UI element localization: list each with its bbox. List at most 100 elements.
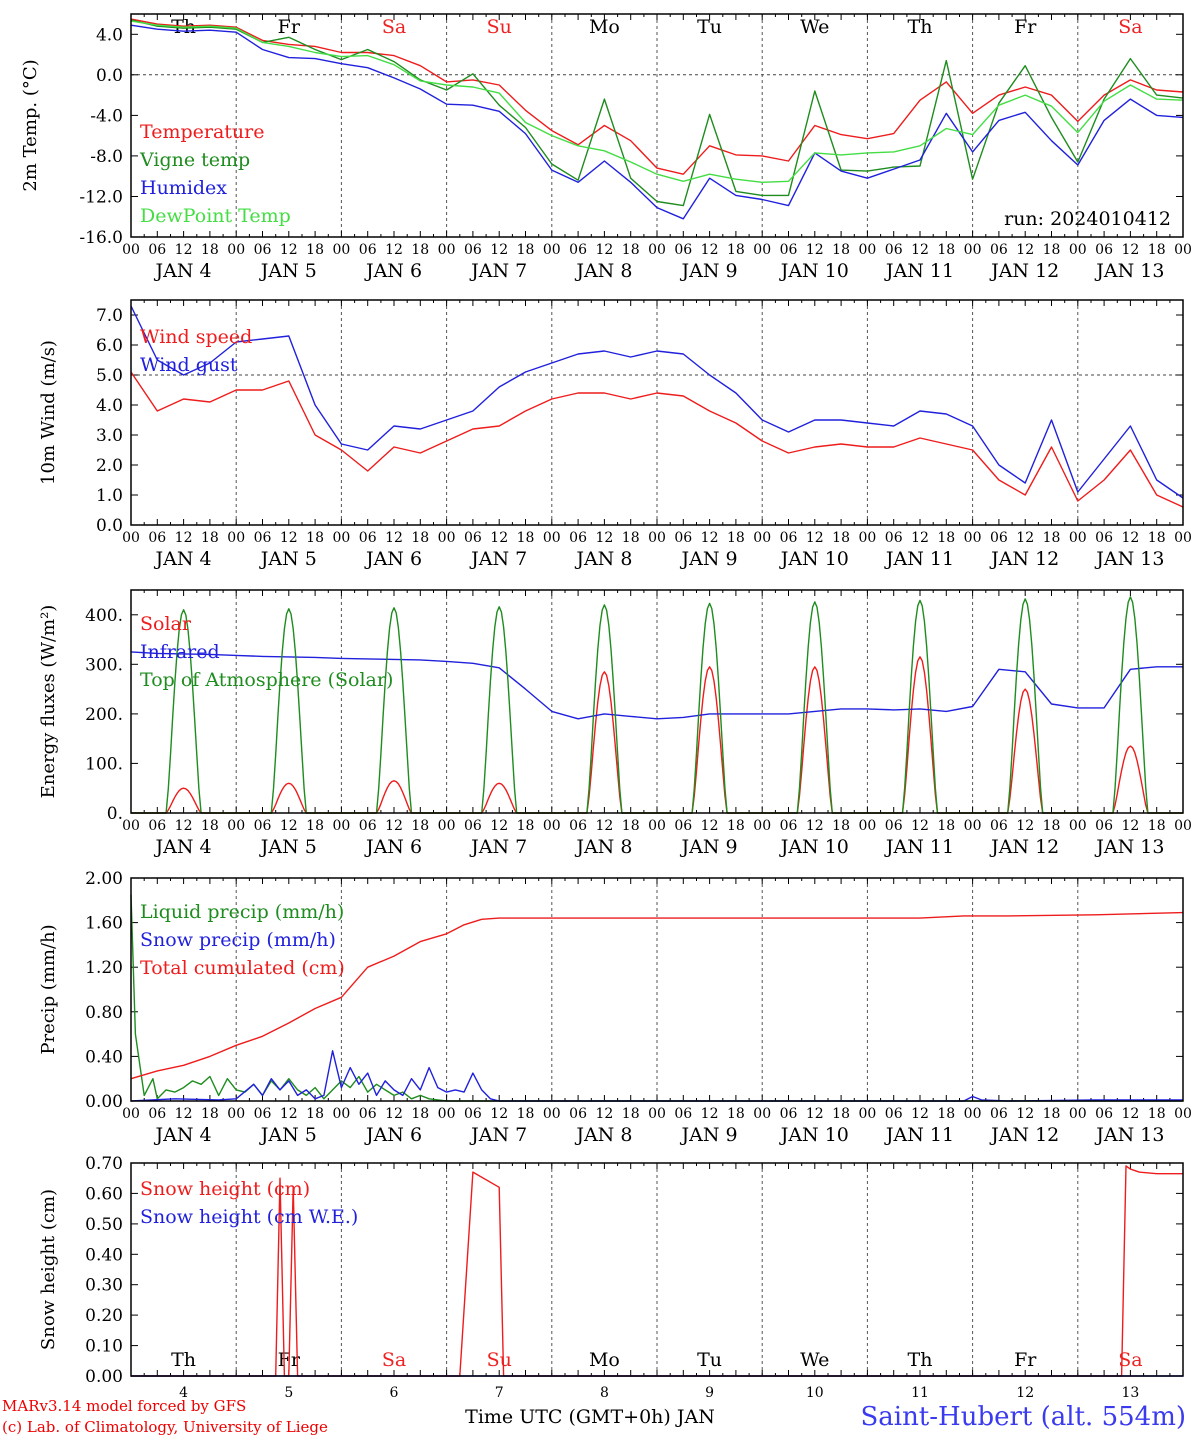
hour-tick-label: 00 — [332, 818, 350, 834]
y-tick-label: 100. — [85, 754, 123, 774]
hour-tick-label: 06 — [359, 242, 377, 258]
hour-tick-label: 18 — [1148, 818, 1166, 834]
hour-tick-label: 18 — [727, 242, 745, 258]
hour-tick-label: 12 — [911, 818, 929, 834]
y-tick-label: 0.30 — [85, 1276, 123, 1296]
hour-tick-label: 06 — [1095, 530, 1113, 546]
hour-tick-label: 00 — [438, 818, 456, 834]
hour-tick-label: 06 — [990, 1106, 1008, 1122]
series-line-vigne-temp — [130, 19, 1184, 207]
date-label: JAN 7 — [469, 260, 527, 282]
hour-tick-label: 12 — [701, 818, 719, 834]
hour-tick-label: 18 — [937, 818, 955, 834]
hour-tick-label: 00 — [858, 242, 876, 258]
date-label: JAN 4 — [154, 260, 212, 282]
hour-tick-label: 00 — [964, 818, 982, 834]
hour-tick-label: 06 — [885, 530, 903, 546]
hour-tick-label: 18 — [832, 530, 850, 546]
hour-tick-label: 18 — [937, 530, 955, 546]
hour-tick-label: 00 — [1069, 818, 1087, 834]
series-line-total-cumulated-cm- — [130, 911, 1184, 1080]
hour-tick-label: 12 — [490, 242, 508, 258]
hour-tick-label: 00 — [332, 1106, 350, 1122]
date-label: JAN 9 — [680, 836, 738, 858]
hour-tick-label: 06 — [674, 530, 692, 546]
date-label: JAN 13 — [1094, 836, 1164, 858]
y-tick-label: 1.0 — [96, 486, 123, 506]
hour-tick-label: 06 — [148, 1106, 166, 1122]
weekday-label: Sa — [1118, 1349, 1142, 1371]
y-tick-label: 400. — [85, 606, 123, 626]
hour-tick-label: 00 — [438, 530, 456, 546]
legend-entry: Snow height (cm) — [140, 1178, 310, 1200]
hour-tick-label: 12 — [490, 530, 508, 546]
run-annotation: run: 2024010412 — [1004, 208, 1171, 230]
hour-tick-label: 00 — [227, 818, 245, 834]
hour-tick-label: 06 — [254, 1106, 272, 1122]
weekday-label: Sa — [382, 16, 406, 38]
hour-tick-label: 06 — [464, 1106, 482, 1122]
hour-tick-label: 06 — [674, 818, 692, 834]
hour-tick-label: 06 — [148, 818, 166, 834]
y-axis-title: Energy fluxes (W/m²) — [38, 605, 59, 799]
date-label: JAN 8 — [574, 1124, 632, 1146]
hour-tick-label: 00 — [964, 242, 982, 258]
hour-tick-label: 12 — [911, 1106, 929, 1122]
hour-tick-label: 18 — [306, 242, 324, 258]
weekday-label: Fr — [1014, 16, 1037, 38]
date-label: JAN 12 — [989, 1124, 1059, 1146]
hour-tick-label: 00 — [753, 242, 771, 258]
hour-tick-label: 06 — [1095, 1106, 1113, 1122]
hour-tick-label: 06 — [464, 818, 482, 834]
hour-tick-label: 00 — [543, 242, 561, 258]
weekday-label: Mo — [589, 1349, 620, 1371]
legend-entry: Humidex — [140, 177, 227, 199]
hour-tick-label: 06 — [1095, 818, 1113, 834]
hour-tick-label: 06 — [569, 818, 587, 834]
hour-tick-label: 06 — [359, 530, 377, 546]
hour-tick-label: 06 — [780, 818, 798, 834]
legend-entry: Wind speed — [140, 326, 252, 348]
date-label: JAN 11 — [884, 1124, 954, 1146]
hour-tick-label: 18 — [306, 1106, 324, 1122]
hour-tick-label: 06 — [990, 242, 1008, 258]
hour-tick-label: 18 — [622, 1106, 640, 1122]
legend-entry: Total cumulated (cm) — [140, 957, 345, 979]
y-tick-label: 1.20 — [85, 958, 123, 978]
hour-tick-label: 18 — [1043, 530, 1061, 546]
hour-tick-label: 18 — [517, 1106, 535, 1122]
hour-tick-label: 18 — [411, 530, 429, 546]
hour-tick-label: 12 — [1121, 530, 1139, 546]
hour-tick-label: 06 — [780, 530, 798, 546]
hour-tick-label: 12 — [595, 818, 613, 834]
legend-entry: Liquid precip (mm/h) — [140, 901, 344, 923]
hour-tick-label: 00 — [648, 530, 666, 546]
weekday-label: Th — [908, 1349, 933, 1371]
y-tick-label: 4.0 — [96, 25, 123, 45]
y-tick-label: 0.40 — [85, 1245, 123, 1265]
hour-tick-label: 06 — [254, 242, 272, 258]
hour-tick-label: 18 — [201, 242, 219, 258]
hour-tick-label: 00 — [964, 1106, 982, 1122]
y-tick-label: 300. — [85, 655, 123, 675]
hour-tick-label: 12 — [911, 242, 929, 258]
y-tick-label: 7.0 — [96, 306, 123, 326]
hour-tick-label: 00 — [1069, 1106, 1087, 1122]
date-label: JAN 12 — [989, 836, 1059, 858]
day-number-label: 11 — [911, 1385, 929, 1401]
y-tick-label: 6.0 — [96, 336, 123, 356]
hour-tick-label: 12 — [701, 242, 719, 258]
hour-tick-label: 18 — [1043, 1106, 1061, 1122]
hour-tick-label: 00 — [1174, 530, 1192, 546]
date-label: JAN 10 — [779, 836, 849, 858]
hour-tick-label: 00 — [332, 530, 350, 546]
hour-tick-label: 12 — [280, 530, 298, 546]
series-line-temperature — [130, 18, 1184, 175]
hour-tick-label: 18 — [1043, 242, 1061, 258]
station-label: Saint-Hubert (alt. 554m) — [860, 1402, 1186, 1432]
hour-tick-label: 18 — [937, 242, 955, 258]
date-label: JAN 6 — [364, 836, 422, 858]
copyright-line: (c) Lab. of Climatology, University of L… — [2, 1418, 328, 1436]
y-tick-label: 0. — [107, 804, 123, 824]
weekday-label: Su — [487, 1349, 512, 1371]
